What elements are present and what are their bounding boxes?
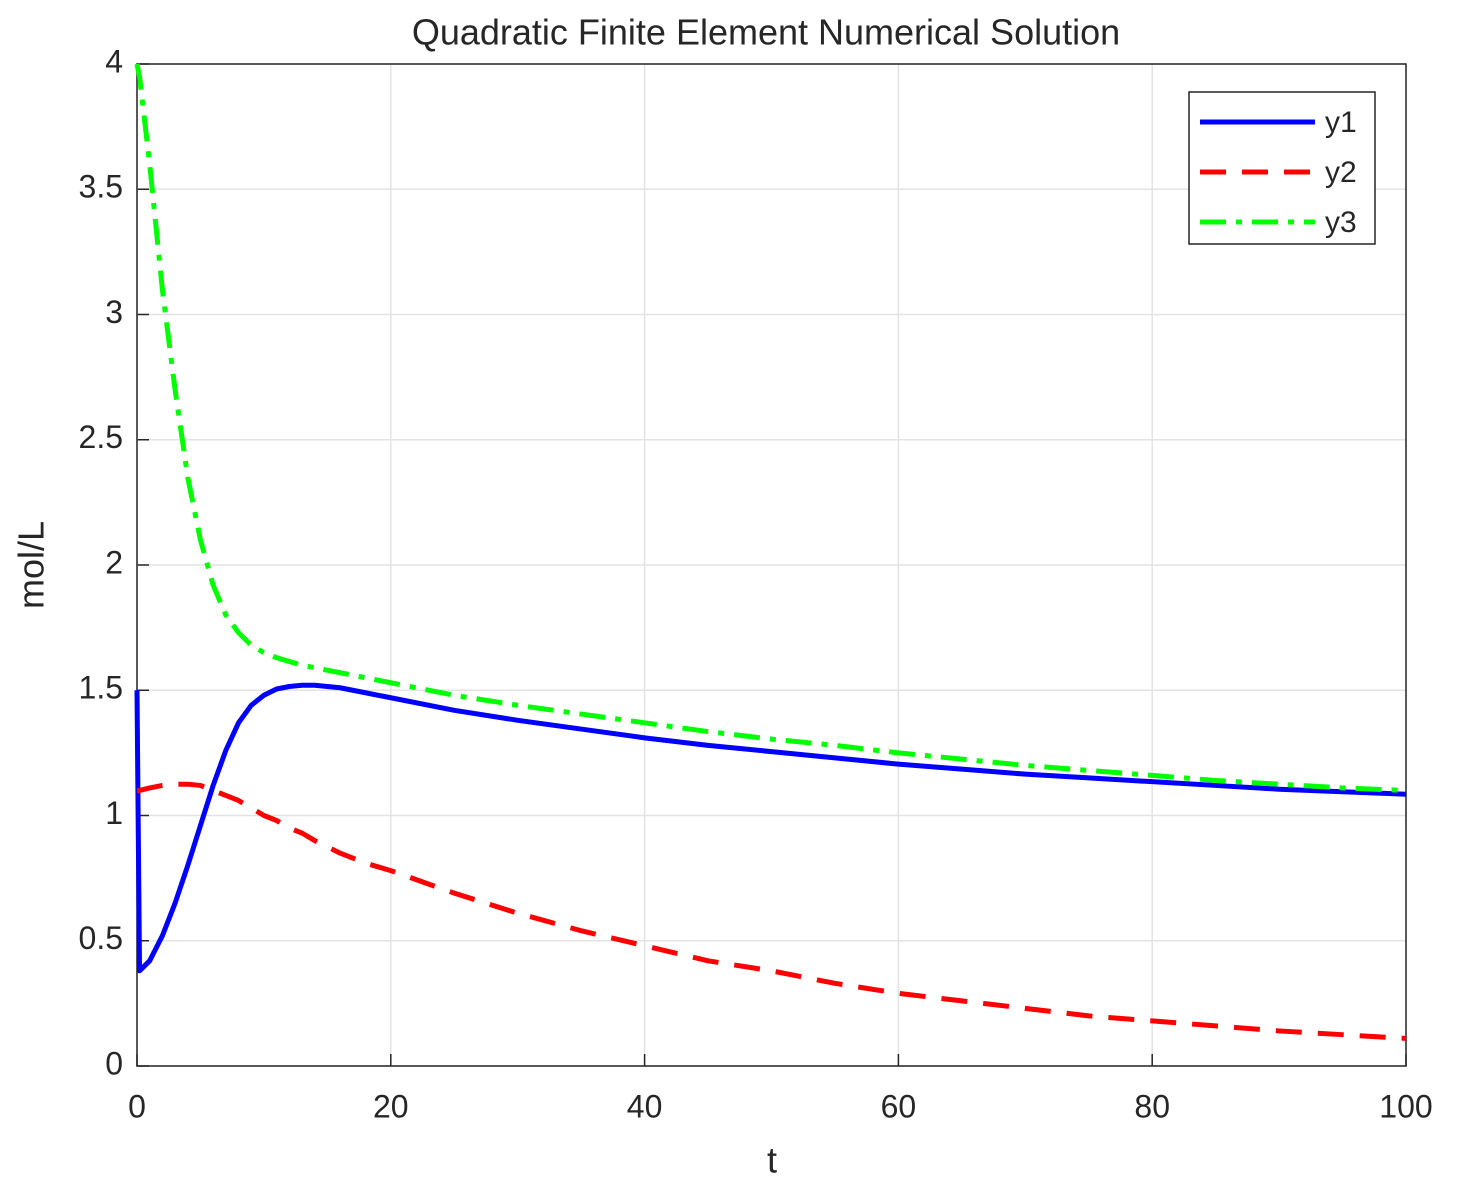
x-tick-label: 80: [1134, 1088, 1170, 1124]
y-tick-label: 4: [105, 43, 123, 79]
series-line: [137, 781, 1407, 1041]
y-tick-label: 0: [105, 1045, 123, 1081]
x-tick-label: 60: [881, 1088, 917, 1124]
y-tick-label: 3: [105, 294, 123, 330]
y-tick-label: 2.5: [79, 419, 123, 455]
y-axis-label: mol/L: [11, 521, 52, 609]
x-tick-label: 100: [1379, 1088, 1432, 1124]
x-tick-label: 20: [373, 1088, 409, 1124]
legend-label: y1: [1325, 106, 1357, 139]
legend-box: [1188, 91, 1376, 245]
y-tick-label: 1: [105, 795, 123, 831]
y-tick-label: 0.5: [79, 920, 123, 956]
series-line: [134, 63, 1407, 793]
legend-label: y2: [1325, 156, 1357, 189]
x-tick-label: 0: [128, 1088, 146, 1124]
x-axis-label: t: [767, 1140, 777, 1181]
legend-label: y3: [1325, 206, 1357, 239]
y-tick-label: 1.5: [79, 670, 123, 706]
plot-frame: [136, 63, 1407, 1067]
series-line: [134, 682, 1407, 974]
x-tick-label: 40: [627, 1088, 663, 1124]
y-tick-label: 3.5: [79, 169, 123, 205]
chart-title: Quadratic Finite Element Numerical Solut…: [412, 12, 1120, 53]
y-tick-label: 2: [105, 544, 123, 580]
